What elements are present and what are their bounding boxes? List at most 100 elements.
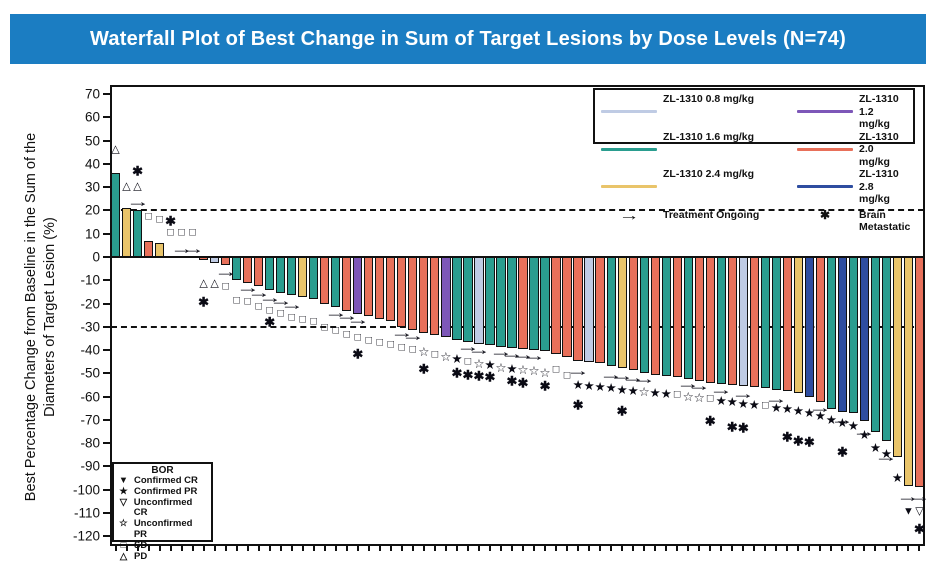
y-axis-tick bbox=[103, 325, 110, 328]
confirmed-pr-star-marker: ★ bbox=[605, 381, 617, 396]
brain-metastatic-label: Brain Metastatic bbox=[859, 208, 911, 234]
patient-bar bbox=[639, 257, 649, 374]
treatment-ongoing-arrow-marker: → bbox=[180, 240, 205, 258]
y-axis-tick-label: -120 bbox=[72, 528, 100, 544]
brain-metastatic-asterisk-marker: ✱ bbox=[132, 163, 143, 179]
treatment-ongoing-arrow-marker: → bbox=[323, 304, 348, 322]
patient-bar bbox=[716, 257, 726, 384]
bor-glyph-icon: ▼ bbox=[118, 475, 129, 486]
x-axis-tick bbox=[180, 546, 183, 551]
patient-bar bbox=[914, 257, 925, 488]
treatment-ongoing-arrow-marker: → bbox=[599, 366, 624, 383]
brain-metastatic-asterisk-marker: ✱ bbox=[462, 367, 474, 382]
treatment-ongoing-arrow-marker: → bbox=[632, 370, 657, 388]
patient-bar bbox=[463, 257, 473, 342]
sd-square-marker: □ bbox=[761, 399, 769, 412]
y-axis-tick bbox=[103, 139, 110, 142]
sd-square-marker: □ bbox=[222, 280, 229, 293]
unconfirmed-cr-triangle-marker: ▽ bbox=[915, 505, 924, 518]
patient-bar bbox=[727, 257, 737, 385]
patient-bar bbox=[892, 257, 903, 458]
y-axis-tick-label: 60 bbox=[84, 109, 100, 125]
x-axis-tick bbox=[632, 546, 635, 551]
x-axis-tick bbox=[224, 546, 227, 551]
x-axis-tick bbox=[742, 546, 745, 551]
patient-bar bbox=[551, 257, 561, 354]
brain-metastatic-asterisk-marker: ✱ bbox=[165, 213, 177, 229]
y-axis-tick-label: -20 bbox=[80, 296, 100, 312]
sd-square-marker: □ bbox=[288, 311, 296, 323]
dose-legend-swatch-0.8 bbox=[601, 110, 657, 114]
confirmed-pr-star-marker: ★ bbox=[891, 470, 904, 485]
bor-legend-row: ▼ Confirmed CR bbox=[118, 475, 207, 487]
patient-bar bbox=[826, 257, 836, 410]
patient-bar bbox=[705, 257, 715, 383]
bor-glyph-icon: □ bbox=[120, 539, 127, 551]
sd-square-marker: □ bbox=[310, 315, 318, 328]
bor-item-label: Unconfirmed CR bbox=[133, 496, 193, 519]
y-axis-tick bbox=[103, 535, 110, 538]
x-axis-tick bbox=[720, 546, 723, 551]
patient-bar bbox=[837, 257, 847, 412]
confirmed-pr-star-marker: ★ bbox=[880, 446, 893, 461]
brain-metastatic-asterisk-marker: ✱ bbox=[352, 346, 364, 362]
x-axis-tick bbox=[610, 546, 613, 551]
patient-bar bbox=[110, 173, 121, 257]
dose-legend-label: ZL-1310 1.6 mg/kg bbox=[663, 130, 755, 143]
patient-bar bbox=[683, 257, 693, 380]
dose-legend-swatch-1.6 bbox=[601, 147, 657, 151]
brain-metastatic-asterisk-marker: ✱ bbox=[616, 403, 628, 419]
patient-bar bbox=[353, 257, 363, 314]
x-axis-tick bbox=[687, 546, 690, 551]
x-axis-tick bbox=[852, 546, 855, 551]
confirmed-pr-star-marker: ★ bbox=[803, 405, 815, 420]
dose-legend-swatch-1.2 bbox=[797, 110, 853, 114]
x-axis-tick bbox=[533, 546, 536, 551]
patient-bar bbox=[441, 257, 451, 338]
x-axis-tick bbox=[444, 546, 447, 551]
y-axis-tick-label: 40 bbox=[84, 156, 100, 172]
x-axis-tick bbox=[753, 546, 756, 551]
treatment-ongoing-arrow-marker: → bbox=[676, 375, 701, 393]
confirmed-pr-star-marker: ★ bbox=[715, 394, 727, 409]
treatment-ongoing-arrow-marker: → bbox=[488, 343, 513, 361]
treatment-ongoing-arrow-marker: → bbox=[455, 338, 480, 356]
y-axis-tick-label: -100 bbox=[72, 482, 100, 498]
patient-bar bbox=[496, 257, 506, 347]
treatment-ongoing-arrow-marker: → bbox=[610, 367, 635, 385]
x-axis-tick bbox=[643, 546, 646, 551]
patient-bar bbox=[309, 257, 319, 299]
confirmed-pr-star-marker: ★ bbox=[737, 396, 749, 411]
bor-legend-title: BOR bbox=[151, 465, 174, 476]
reference-dashed-line--30 bbox=[111, 325, 924, 328]
patient-bar bbox=[485, 257, 495, 346]
pd-triangle-marker: △ bbox=[210, 277, 219, 290]
confirmed-pr-star-marker: ★ bbox=[660, 387, 672, 402]
x-axis-tick bbox=[411, 546, 414, 551]
y-axis-tick-label: -50 bbox=[80, 365, 100, 381]
title-bar: Waterfall Plot of Best Change in Sum of … bbox=[10, 14, 926, 64]
brain-metastatic-asterisk-marker: ✱ bbox=[781, 429, 793, 445]
y-axis-tick-label: -90 bbox=[80, 458, 100, 474]
treatment-ongoing-arrow-marker: → bbox=[511, 346, 535, 364]
x-axis-tick bbox=[279, 546, 282, 551]
treatment-ongoing-arrow-marker: → bbox=[830, 411, 855, 429]
x-axis-tick bbox=[125, 546, 128, 551]
confirmed-pr-star-marker: ★ bbox=[869, 440, 882, 455]
x-axis-tick bbox=[301, 546, 304, 551]
patient-bar bbox=[749, 257, 759, 388]
x-axis-tick bbox=[499, 546, 502, 551]
sd-square-marker: □ bbox=[299, 313, 307, 326]
patient-bar bbox=[562, 257, 572, 358]
bor-item-label: Unconfirmed PR bbox=[133, 518, 193, 540]
bor-legend-row: ▽ Unconfirmed CR bbox=[118, 496, 207, 520]
sd-square-marker: □ bbox=[321, 321, 329, 334]
y-axis-tick bbox=[103, 349, 110, 352]
treatment-ongoing-arrow-marker: → bbox=[125, 193, 150, 211]
x-axis-tick bbox=[764, 546, 767, 551]
sd-square-marker: □ bbox=[673, 388, 681, 401]
treatment-ongoing-arrow-marker: → bbox=[907, 488, 932, 506]
patient-bar bbox=[364, 257, 374, 317]
y-axis-tick bbox=[103, 232, 110, 235]
patient-bar bbox=[540, 257, 550, 352]
